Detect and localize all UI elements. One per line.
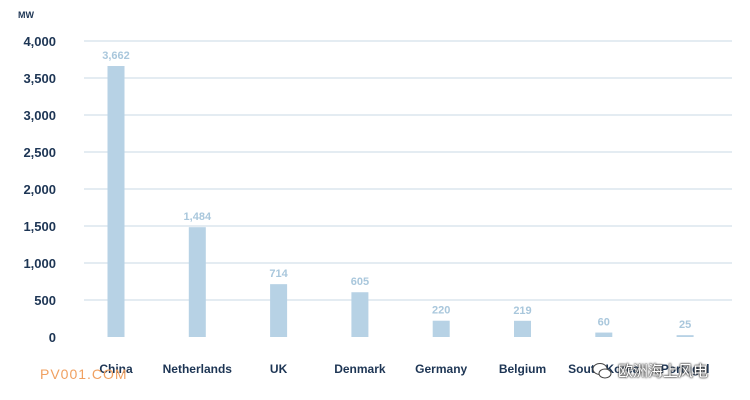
data-labels: 3,662 1,484 714 605 220 219 60 25 xyxy=(102,50,691,331)
bar xyxy=(432,320,450,337)
bar xyxy=(351,292,369,337)
data-label: 220 xyxy=(432,305,450,317)
data-label: 714 xyxy=(269,268,288,280)
y-tick-label: 2,500 xyxy=(23,145,56,160)
x-category-label: Netherlands xyxy=(163,362,233,376)
gridlines xyxy=(84,40,732,301)
x-category-label: UK xyxy=(270,362,288,376)
wechat-icon xyxy=(592,362,612,378)
data-label: 605 xyxy=(351,276,369,288)
y-tick-label: 0 xyxy=(49,330,56,345)
y-tick-label: 4,000 xyxy=(23,34,56,49)
data-label: 219 xyxy=(513,305,531,317)
data-label: 25 xyxy=(679,319,691,331)
bars xyxy=(107,66,694,338)
x-category-label: China xyxy=(99,362,133,376)
data-label: 60 xyxy=(598,317,610,329)
watermark-right: 欧洲海上风电 xyxy=(592,360,708,381)
watermark-right-text: 欧洲海上风电 xyxy=(618,362,709,380)
watermark-left: PV001.COM xyxy=(40,366,128,382)
bar xyxy=(676,335,694,337)
data-label: 1,484 xyxy=(184,211,212,223)
y-tick-label: 1,000 xyxy=(23,256,56,271)
bar xyxy=(107,66,125,338)
y-axis-unit: MW xyxy=(18,10,34,20)
bar xyxy=(514,320,531,337)
bar xyxy=(270,284,288,337)
y-axis-ticks: 0 500 1,000 1,500 2,000 2,500 3,000 3,500 4,000 xyxy=(23,34,56,345)
x-axis-categories: China Netherlands UK Denmark Germany Belgium S… xyxy=(99,362,709,376)
data-label: 3,662 xyxy=(102,50,130,62)
y-tick-label: 2,000 xyxy=(23,182,56,197)
y-tick-label: 3,000 xyxy=(23,108,56,123)
y-tick-label: 3,500 xyxy=(23,71,56,86)
y-tick-label: 1,500 xyxy=(23,219,56,234)
bar xyxy=(595,332,613,337)
y-tick-label: 500 xyxy=(34,293,56,308)
x-category-label: Germany xyxy=(415,362,467,376)
bar xyxy=(188,227,206,337)
x-category-label: Denmark xyxy=(334,362,386,376)
x-category-label: Belgium xyxy=(499,362,546,376)
x-category-label: Portugal xyxy=(661,362,710,376)
